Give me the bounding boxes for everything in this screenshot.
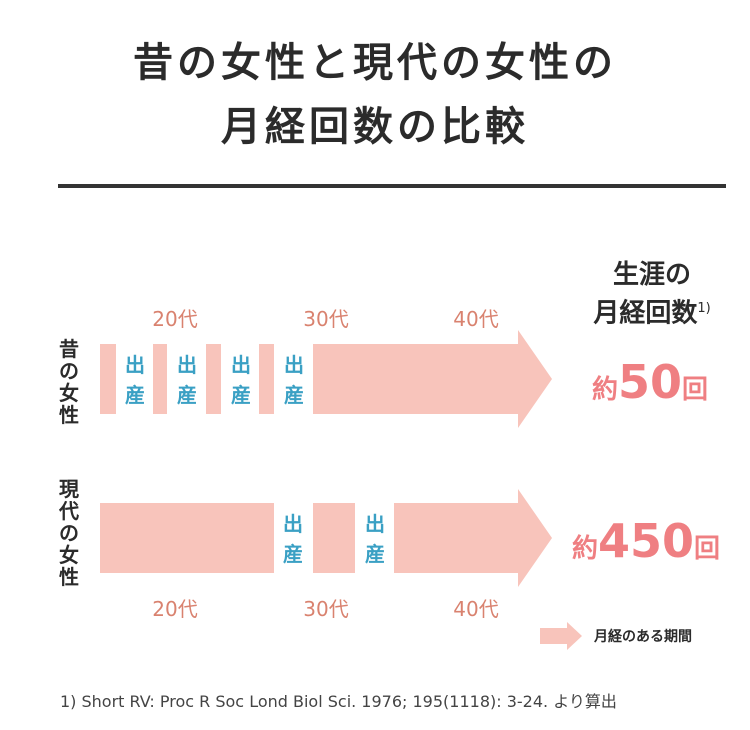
count-modern-prefix: 約 [572,534,599,564]
row-label-modern-char: 女 [59,543,79,567]
birth-char: 産 [284,383,304,407]
count-modern-suffix: 回 [694,534,721,564]
menstruation-arrow-past [313,330,552,428]
decade-label-bottom-30: 30代 [303,597,349,621]
birth-label-past-1: 出産 [121,350,149,410]
row-label-past-char: 女 [59,381,79,405]
side-header-line2: 月経回数1) [582,292,722,331]
birth-label-past-4: 出産 [280,350,308,410]
count-modern-value: 450 [598,514,695,568]
birth-char: 出 [231,353,251,377]
legend-arrow-icon [540,622,582,650]
birth-char: 出 [125,353,145,377]
decade-label-top-20: 20代 [152,307,198,331]
row-label-past-char: 性 [59,403,79,427]
row-label-modern-char: の [59,521,79,545]
menstruation-segment-modern-2 [313,503,355,573]
birth-char: 産 [365,542,385,566]
birth-char: 産 [283,542,303,566]
birth-label-modern-2: 出産 [361,509,389,569]
row-label-modern: 現 代 の 女 性 [56,478,82,588]
birth-label-modern-1: 出産 [279,509,307,569]
birth-char: 産 [231,383,251,407]
row-label-modern-char: 現 [59,477,79,501]
decade-label-bottom-20: 20代 [152,597,198,621]
count-modern: 約450回 [572,514,720,568]
decade-label-top-30: 30代 [303,307,349,331]
row-label-past-char: 昔 [59,337,79,361]
birth-char: 産 [177,383,197,407]
count-past-value: 50 [618,355,683,409]
side-header-line1: 生涯の [612,260,691,290]
legend-label: 月経のある期間 [594,629,692,645]
count-past: 約50回 [592,355,708,409]
birth-char: 出 [284,353,304,377]
row-label-modern-char: 性 [59,565,79,589]
footnote: 1) Short RV: Proc R Soc Lond Biol Sci. 1… [60,692,617,711]
birth-char: 出 [365,512,385,536]
row-label-past-char: の [59,359,79,383]
menstruation-segment-past-1 [100,344,116,414]
menstruation-arrow-modern [394,489,552,587]
birth-label-past-3: 出産 [227,350,255,410]
row-label-modern-char: 代 [59,499,79,523]
menstruation-segment-past-3 [206,344,221,414]
decade-label-top-40: 40代 [453,307,499,331]
side-header-note: 1) [697,301,711,316]
decade-label-bottom-40: 40代 [453,597,499,621]
birth-label-past-2: 出産 [173,350,201,410]
title-divider [58,184,726,188]
side-header-line2-text: 月経回数 [593,298,698,329]
menstruation-segment-modern-1 [100,503,274,573]
count-past-prefix: 約 [592,375,619,405]
side-header: 生涯の 月経回数1) [582,258,722,331]
row-label-past: 昔 の 女 性 [56,338,82,426]
menstruation-segment-past-2 [153,344,167,414]
page-title-line1: 昔の女性と現代の女性の [133,40,617,86]
birth-char: 出 [177,353,197,377]
birth-char: 産 [125,383,145,407]
birth-char: 出 [283,512,303,536]
count-past-suffix: 回 [682,375,709,405]
menstruation-segment-past-4 [259,344,274,414]
page-title-line2: 月経回数の比較 [221,104,529,150]
